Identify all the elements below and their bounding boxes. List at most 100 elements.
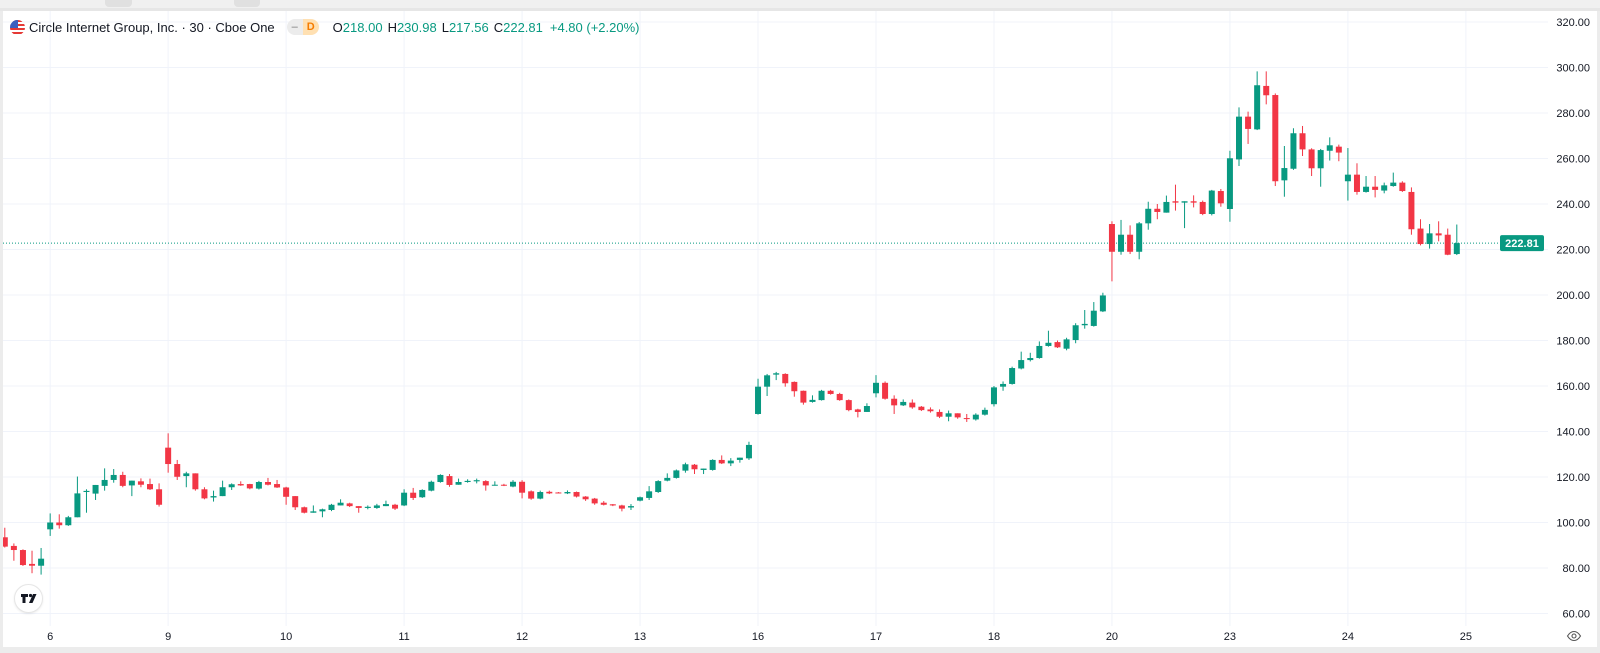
- candle[interactable]: [10, 543, 17, 561]
- candle[interactable]: [990, 386, 997, 407]
- candle[interactable]: [1363, 176, 1370, 193]
- candle[interactable]: [818, 389, 825, 401]
- candle[interactable]: [74, 476, 81, 518]
- candle[interactable]: [718, 455, 725, 465]
- candle[interactable]: [963, 413, 970, 422]
- candle[interactable]: [1335, 144, 1342, 162]
- candle[interactable]: [700, 468, 707, 475]
- candle[interactable]: [519, 480, 526, 499]
- candle[interactable]: [455, 478, 462, 485]
- candle[interactable]: [310, 505, 317, 513]
- candle[interactable]: [373, 503, 380, 509]
- candle[interactable]: [428, 480, 435, 492]
- candle[interactable]: [736, 457, 743, 463]
- candle[interactable]: [1000, 381, 1007, 391]
- candle[interactable]: [909, 399, 916, 409]
- candle[interactable]: [464, 479, 471, 483]
- candle[interactable]: [1290, 128, 1297, 170]
- candle[interactable]: [446, 474, 453, 487]
- candle[interactable]: [364, 505, 371, 510]
- candle[interactable]: [845, 399, 852, 412]
- candle[interactable]: [174, 459, 181, 480]
- candle[interactable]: [101, 468, 108, 491]
- candle[interactable]: [1254, 71, 1261, 131]
- candle[interactable]: [56, 514, 63, 529]
- candle[interactable]: [274, 479, 281, 488]
- candle[interactable]: [482, 480, 489, 491]
- candle[interactable]: [573, 491, 580, 498]
- candle[interactable]: [264, 477, 271, 486]
- candle[interactable]: [954, 413, 961, 419]
- candle[interactable]: [546, 490, 553, 495]
- candle[interactable]: [283, 486, 290, 505]
- candle[interactable]: [627, 504, 634, 510]
- candle[interactable]: [673, 469, 680, 479]
- candle[interactable]: [1326, 137, 1333, 161]
- candle[interactable]: [473, 478, 480, 484]
- candle[interactable]: [500, 483, 507, 487]
- candle[interactable]: [38, 547, 45, 575]
- candle[interactable]: [419, 489, 426, 498]
- candle[interactable]: [1081, 310, 1088, 329]
- candle[interactable]: [1036, 341, 1043, 359]
- candle[interactable]: [337, 499, 344, 506]
- candle[interactable]: [392, 503, 399, 510]
- candle[interactable]: [1136, 221, 1143, 260]
- candle[interactable]: [147, 478, 153, 490]
- candle[interactable]: [682, 462, 689, 473]
- candle[interactable]: [1190, 195, 1197, 208]
- candle[interactable]: [1317, 148, 1324, 187]
- candle[interactable]: [755, 378, 762, 415]
- candle[interactable]: [618, 504, 625, 512]
- candle[interactable]: [664, 473, 671, 482]
- candle[interactable]: [609, 504, 616, 507]
- candle[interactable]: [246, 483, 253, 490]
- candle[interactable]: [65, 515, 72, 526]
- candle[interactable]: [401, 489, 408, 507]
- candle[interactable]: [1217, 188, 1224, 207]
- candle[interactable]: [972, 413, 979, 421]
- candle[interactable]: [491, 481, 498, 486]
- candle[interactable]: [1272, 93, 1279, 187]
- symbol-title[interactable]: Circle Internet Group, Inc. · 30 · Cboe …: [29, 19, 275, 35]
- candle[interactable]: [301, 506, 308, 514]
- candle[interactable]: [1299, 125, 1306, 156]
- candle[interactable]: [918, 406, 925, 412]
- candle[interactable]: [1145, 201, 1152, 230]
- candle[interactable]: [92, 484, 99, 500]
- candle[interactable]: [882, 381, 889, 400]
- candle[interactable]: [355, 506, 362, 513]
- candle[interactable]: [292, 496, 299, 510]
- tradingview-logo-icon[interactable]: [14, 584, 43, 613]
- candle[interactable]: [1372, 176, 1379, 198]
- candle[interactable]: [510, 480, 516, 488]
- candle[interactable]: [1426, 224, 1433, 249]
- candle[interactable]: [1435, 221, 1442, 242]
- candle[interactable]: [29, 550, 36, 574]
- candle[interactable]: [836, 392, 843, 401]
- candle[interactable]: [1236, 107, 1242, 167]
- candle[interactable]: [201, 487, 208, 500]
- candle[interactable]: [1208, 189, 1215, 216]
- toolbar-tab[interactable]: [234, 0, 260, 7]
- candle[interactable]: [1453, 224, 1460, 256]
- candle[interactable]: [228, 483, 235, 490]
- candle[interactable]: [591, 497, 598, 505]
- candle[interactable]: [346, 502, 353, 508]
- candle[interactable]: [1308, 148, 1315, 177]
- candle[interactable]: [646, 486, 653, 500]
- candle[interactable]: [1444, 228, 1451, 256]
- candle[interactable]: [47, 513, 54, 536]
- candle[interactable]: [255, 480, 262, 490]
- candle[interactable]: [83, 489, 90, 513]
- candle[interactable]: [219, 480, 226, 497]
- candle[interactable]: [745, 441, 752, 460]
- candle[interactable]: [791, 381, 798, 397]
- candle[interactable]: [891, 395, 898, 414]
- candle[interactable]: [600, 501, 607, 506]
- candle[interactable]: [637, 496, 644, 502]
- candle[interactable]: [1226, 150, 1233, 222]
- candle[interactable]: [727, 458, 734, 467]
- candle[interactable]: [1381, 182, 1388, 194]
- market-status-pill[interactable]: – D: [286, 19, 319, 35]
